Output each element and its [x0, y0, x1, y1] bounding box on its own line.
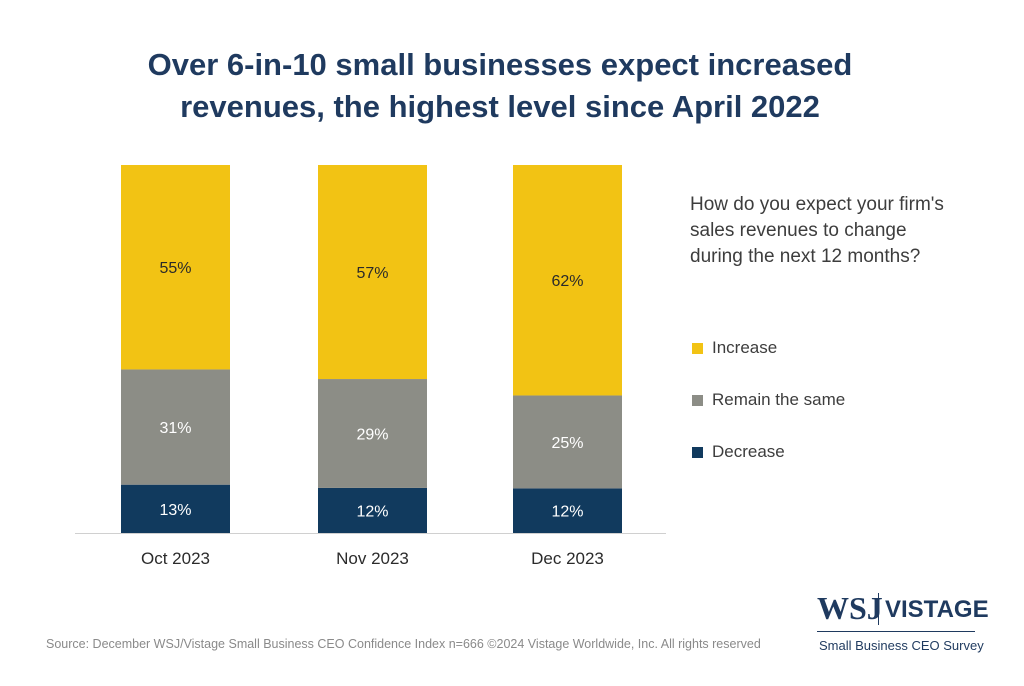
- legend: Increase Remain the same Decrease: [692, 337, 845, 493]
- bar-increase-oct-2023: [121, 165, 230, 370]
- data-label-decrease: 12%: [551, 504, 583, 521]
- legend-question: How do you expect your firm's sales reve…: [690, 194, 944, 267]
- logo-vistage-text: VISTAGE: [885, 596, 989, 623]
- legend-label-remain-the-same: Remain the same: [712, 390, 846, 409]
- wsj-vistage-logo: WSJ VISTAGE Small Business CEO Survey: [817, 590, 989, 662]
- chart-title-line-1: Over 6-in-10 small businesses expect inc…: [147, 47, 853, 82]
- legend-swatch-decrease: [692, 447, 703, 458]
- logo-rule: [817, 631, 975, 632]
- x-tick-label: Dec 2023: [531, 549, 604, 568]
- bar-increase-dec-2023: [513, 165, 622, 396]
- logo-subtitle: Small Business CEO Survey: [819, 638, 984, 653]
- data-label-remain-the-same: 29%: [356, 426, 388, 443]
- legend-label-decrease: Decrease: [712, 442, 785, 461]
- data-label-remain-the-same: 25%: [551, 435, 583, 452]
- logo-divider: [878, 593, 879, 625]
- data-label-increase: 57%: [356, 265, 388, 282]
- bar-remain-the-same-oct-2023: [121, 369, 230, 485]
- legend-swatch-remain-the-same: [692, 395, 703, 406]
- legend-item-increase: Increase: [692, 337, 845, 389]
- source-note: Source: December WSJ/Vistage Small Busin…: [46, 637, 761, 651]
- legend-label-increase: Increase: [712, 338, 778, 357]
- bar-increase-nov-2023: [318, 165, 427, 380]
- data-label-increase: 55%: [159, 260, 191, 277]
- bar-decrease-dec-2023: [513, 488, 622, 533]
- bar-remain-the-same-dec-2023: [513, 395, 622, 489]
- data-label-remain-the-same: 31%: [159, 420, 191, 437]
- legend-swatch-increase: [692, 343, 703, 354]
- x-tick-label: Oct 2023: [141, 549, 210, 568]
- legend-item-decrease: Decrease: [692, 441, 845, 493]
- chart-title: Over 6-in-10 small businesses expect inc…: [0, 44, 1000, 128]
- chart-title-line-2: revenues, the highest level since April …: [180, 89, 820, 124]
- bar-decrease-nov-2023: [318, 487, 427, 533]
- legend-item-remain-the-same: Remain the same: [692, 389, 845, 441]
- bar-decrease-oct-2023: [121, 484, 230, 533]
- data-label-decrease: 12%: [356, 503, 388, 520]
- data-label-increase: 62%: [551, 273, 583, 290]
- data-label-decrease: 13%: [159, 502, 191, 519]
- logo-wsj-text: WSJ: [817, 590, 883, 626]
- x-tick-label: Nov 2023: [336, 549, 409, 568]
- bar-remain-the-same-nov-2023: [318, 379, 427, 488]
